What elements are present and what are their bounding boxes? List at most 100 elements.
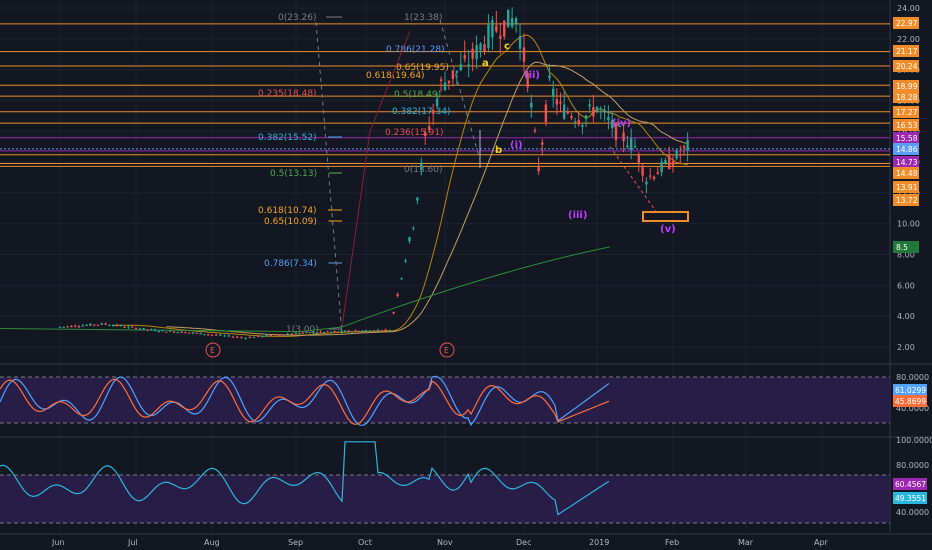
- candle-body: [265, 335, 268, 337]
- fib-right-label-5: 0.382(17.34): [392, 107, 451, 117]
- fib-right-label-6: 0.235(18.48): [258, 89, 317, 99]
- stoch-d-tag: 45.8699: [895, 397, 926, 406]
- candle-body: [607, 116, 610, 121]
- candle-body: [347, 330, 350, 332]
- candle-body: [679, 154, 682, 156]
- candle-body: [180, 331, 183, 333]
- candle-body: [599, 108, 602, 110]
- candle-body: [138, 328, 141, 330]
- candle-body: [340, 330, 343, 332]
- candle-body: [431, 109, 435, 114]
- stoch-k-line: [0, 375, 610, 426]
- candle-body: [301, 332, 305, 334]
- price-tag-10: 14.48: [896, 169, 918, 178]
- candle-body: [633, 146, 637, 148]
- horizontal-levels: [0, 23, 890, 167]
- candle-body: [329, 331, 333, 333]
- price-tag-7: 15.58: [896, 134, 918, 143]
- candle-body: [656, 172, 659, 175]
- candle-body: [559, 101, 562, 104]
- candle-body: [526, 73, 529, 88]
- earnings-label-0: E: [210, 346, 215, 355]
- price-tag-bg-6: [893, 119, 919, 131]
- candle-body: [637, 153, 640, 163]
- price-tag-bg-7: [893, 132, 919, 144]
- candle-body: [388, 330, 391, 332]
- price-tag-bg-11: [893, 181, 919, 193]
- indicator-zones: [0, 376, 890, 524]
- x-tick-3: Sep: [288, 538, 303, 547]
- x-tick-5: Nov: [437, 538, 453, 547]
- candle-body: [290, 333, 293, 335]
- candle-body: [455, 70, 459, 74]
- x-tick-1: Jul: [127, 538, 138, 547]
- candle-body: [157, 331, 160, 333]
- candle-body: [257, 335, 260, 337]
- candle-body: [142, 328, 145, 330]
- candle-body: [66, 326, 69, 328]
- projection-arrow: [609, 146, 657, 212]
- candle-body: [127, 326, 130, 328]
- candle-body: [566, 112, 569, 114]
- stoch-d-line: [0, 378, 610, 425]
- price-tag-bg-1: [893, 45, 919, 57]
- x-tick-6: Dec: [516, 538, 531, 547]
- rsi-lower-tag-bg: [893, 492, 927, 504]
- candle-body: [93, 324, 96, 326]
- candle-body: [573, 121, 577, 123]
- fib-left-label-0: 0(23.26): [278, 13, 317, 23]
- candle-body: [584, 115, 588, 120]
- candle-body: [134, 327, 138, 329]
- candle-body: [207, 334, 210, 336]
- candle-body: [570, 116, 573, 119]
- candle-body: [368, 330, 372, 332]
- candle-body: [85, 325, 88, 327]
- candle-body: [161, 330, 164, 332]
- x-tick-0: Jun: [51, 538, 65, 547]
- candle-body: [491, 20, 494, 38]
- candle-body: [622, 132, 625, 142]
- fib-right-trend: [439, 19, 481, 161]
- candle-body: [150, 329, 153, 331]
- candle-body: [544, 104, 548, 123]
- stoch-d-tag-bg: [893, 395, 927, 407]
- fib-right-label-7: 0.236(15.91): [385, 128, 444, 138]
- price-tag-bg-13: [893, 241, 919, 253]
- candle-body: [333, 331, 336, 333]
- candle-body: [686, 139, 689, 151]
- candle-body: [451, 70, 455, 79]
- candle-body: [562, 104, 566, 119]
- wave-label-5: (iii): [568, 210, 587, 221]
- candle-body: [518, 35, 522, 49]
- candle-body: [361, 330, 364, 332]
- candle-body: [522, 47, 526, 62]
- candle-body: [428, 126, 431, 130]
- candle-body: [100, 323, 103, 325]
- candle-body: [236, 336, 239, 338]
- moving-average-fast: [341, 30, 411, 328]
- candle-body: [671, 161, 675, 166]
- candle-body: [252, 336, 256, 338]
- fib-left-label-4: 0.65(10.09): [264, 217, 317, 227]
- candle-body: [364, 330, 368, 332]
- candle-body: [447, 80, 451, 83]
- candle-body: [70, 325, 73, 328]
- candle-body: [282, 334, 285, 336]
- candle-body: [483, 44, 486, 52]
- rsi-tick-2: 40.0000: [896, 508, 929, 517]
- rsi-tick-0: 100.0000: [896, 436, 932, 445]
- candle-body: [510, 18, 514, 27]
- candle-body: [240, 337, 243, 339]
- candle-body: [172, 331, 176, 333]
- price-tag-13: 8.5: [896, 243, 908, 252]
- candle-body: [626, 145, 629, 148]
- candle-body: [630, 137, 633, 150]
- candle-body: [408, 237, 411, 242]
- candle-body: [74, 325, 77, 327]
- candle-body: [614, 123, 618, 140]
- price-tag-bg-8: [893, 143, 919, 155]
- candle-body: [357, 331, 361, 333]
- fib-left-label-6: 1(3.00): [286, 325, 319, 335]
- fib-right-label-1: 0.786(21.28): [386, 45, 445, 55]
